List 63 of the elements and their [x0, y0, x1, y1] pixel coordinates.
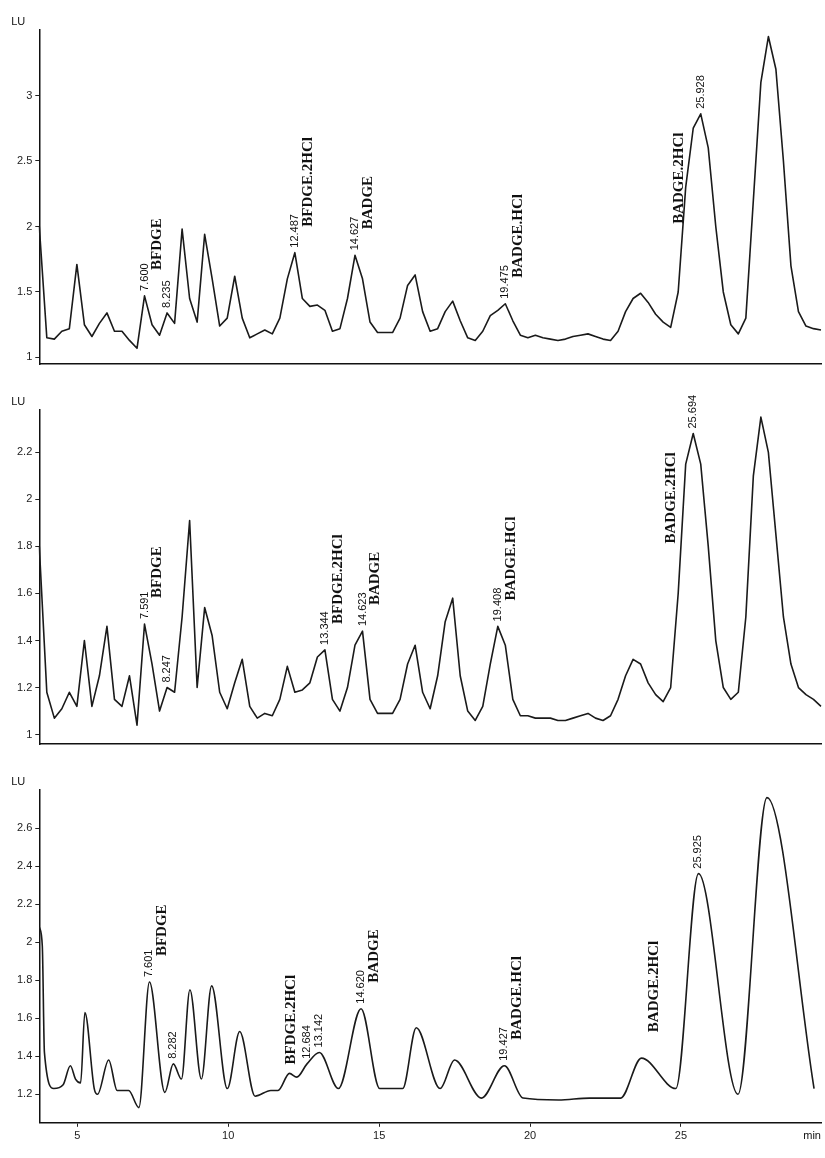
y-tick-label: 1.4	[16, 1049, 33, 1062]
x-tick-label: 10	[222, 1129, 235, 1142]
y-axis-title: LU	[11, 394, 26, 407]
x-tick-label: 15	[373, 1129, 386, 1142]
annotation: BADGE.HCl	[509, 193, 526, 278]
annotation: 13.344	[317, 611, 330, 645]
annotation: BADGE.HCl	[501, 516, 518, 601]
y-tick-label: 1.2	[16, 1087, 33, 1100]
x-tick-label: 25	[674, 1129, 688, 1142]
annotation: BFDGE.2HCl	[298, 137, 315, 227]
y-tick-label: 2.5	[16, 154, 33, 167]
annotation: 8.247	[160, 655, 173, 683]
y-tick-label: 2.2	[16, 897, 33, 910]
annotation: BADGE.2HCl	[662, 452, 679, 544]
y-tick-label: 1	[26, 727, 33, 740]
annotation: BADGE	[358, 175, 375, 230]
y-tick-label: 1	[26, 350, 33, 363]
annotation: BFDGE	[148, 218, 165, 270]
y-tick-label: 1.5	[16, 284, 33, 297]
annotation: BADGE.2HCl	[645, 940, 662, 1033]
annotation: 12.487	[287, 214, 300, 248]
annotation: 7.601	[142, 949, 155, 978]
y-tick-label: 1.8	[16, 539, 33, 552]
annotation: BFDGE	[148, 546, 165, 599]
annotation: 8.282	[166, 1031, 179, 1059]
y-axis-title: LU	[11, 774, 26, 787]
y-tick-label: 3	[26, 88, 33, 101]
y-tick-label: 2	[26, 935, 33, 948]
annotation: 12.684	[300, 1025, 313, 1059]
y-tick-label: 1.6	[16, 586, 33, 599]
y-tick-label: 1.4	[16, 633, 33, 646]
annotation: 14.620	[354, 970, 367, 1004]
annotation: BADGE	[364, 929, 381, 983]
y-tick-label: 2	[26, 219, 33, 232]
annotation: 14.627	[348, 216, 361, 251]
annotation: 8.235	[160, 280, 173, 308]
y-tick-label: 2.6	[16, 821, 33, 834]
x-tick-label: 5	[74, 1129, 81, 1142]
annotation: BFDGE.2HCl	[328, 534, 345, 624]
annotation: 25.694	[686, 394, 699, 429]
annotation: 19.475	[498, 265, 511, 299]
annotation: 14.623	[355, 592, 368, 627]
y-tick-label: 1.6	[16, 1011, 33, 1024]
annotation: BADGE.2HCl	[669, 132, 686, 224]
annotation: 19.408	[490, 587, 503, 622]
annotation: 25.925	[691, 835, 704, 869]
annotation: 25.928	[693, 75, 706, 109]
y-tick-label: 2.4	[16, 859, 33, 872]
y-tick-label: 2	[26, 492, 33, 505]
annotation: 19.427	[497, 1027, 510, 1061]
y-axis-title: LU	[11, 14, 26, 27]
annotation: BFDGE	[153, 904, 170, 957]
annotation: 7.591	[137, 591, 150, 620]
annotation: 7.600	[137, 263, 150, 291]
annotation: BADGE	[366, 551, 383, 606]
y-tick-label: 2.2	[16, 445, 33, 458]
annotation: BADGE.HCl	[508, 955, 525, 1040]
x-tick-label: 20	[523, 1129, 537, 1142]
y-tick-label: 1.2	[16, 680, 33, 693]
annotation: 13.142	[312, 1013, 325, 1048]
annotation: BFDGE.2HCl	[281, 974, 298, 1065]
y-tick-label: 1.8	[16, 973, 33, 986]
x-axis-title: min	[803, 1128, 821, 1141]
